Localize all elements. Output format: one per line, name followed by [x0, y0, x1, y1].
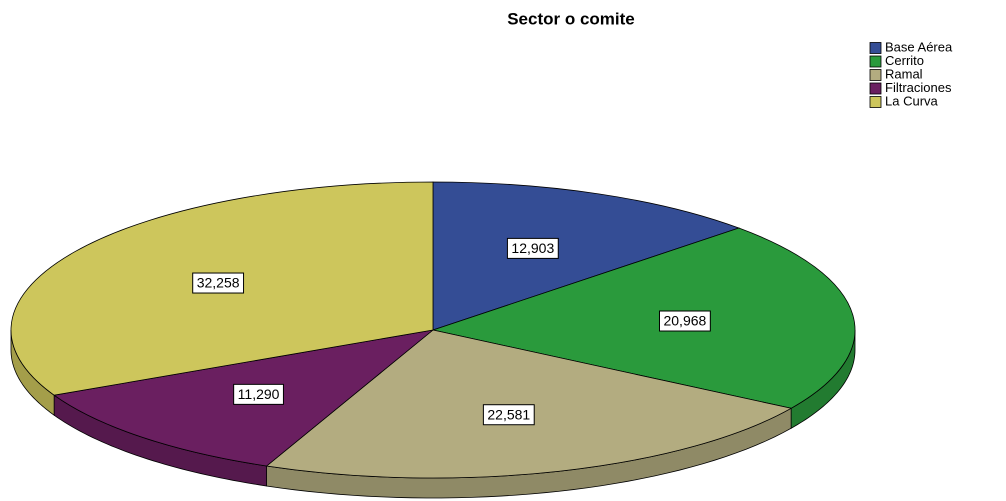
legend-swatch [869, 82, 882, 95]
legend-swatch [869, 55, 882, 68]
data-label: 12,903 [506, 237, 559, 259]
legend-label: Filtraciones [885, 80, 952, 95]
data-label-text: 22,581 [487, 406, 530, 422]
data-label-box [506, 237, 559, 259]
data-label: 11,290 [233, 383, 284, 405]
data-label-text: 12,903 [511, 240, 554, 256]
legend-swatch [869, 96, 882, 108]
legend-label: Ramal [885, 66, 923, 81]
slice [432, 181, 741, 331]
data-label: 22,581 [482, 404, 535, 426]
data-label-box [233, 383, 284, 405]
data-label-text: 20,968 [663, 313, 706, 329]
slice [431, 227, 856, 409]
legend-label: Base Aérea [885, 39, 953, 54]
data-label-box [192, 272, 245, 294]
slice [265, 329, 793, 479]
data-label-text: 11,290 [238, 386, 280, 402]
legend-swatch [869, 42, 882, 54]
legend-label: Cerrito [885, 53, 924, 68]
legend-label: La Curva [885, 93, 939, 108]
legend-swatch [869, 69, 882, 81]
chart-title: Sector o comite [507, 9, 635, 28]
data-label: 20,968 [658, 310, 711, 332]
data-label-box [482, 404, 535, 426]
data-label: 32,258 [192, 272, 245, 294]
data-label-text: 32,258 [197, 275, 240, 291]
data-label-box [658, 310, 711, 332]
